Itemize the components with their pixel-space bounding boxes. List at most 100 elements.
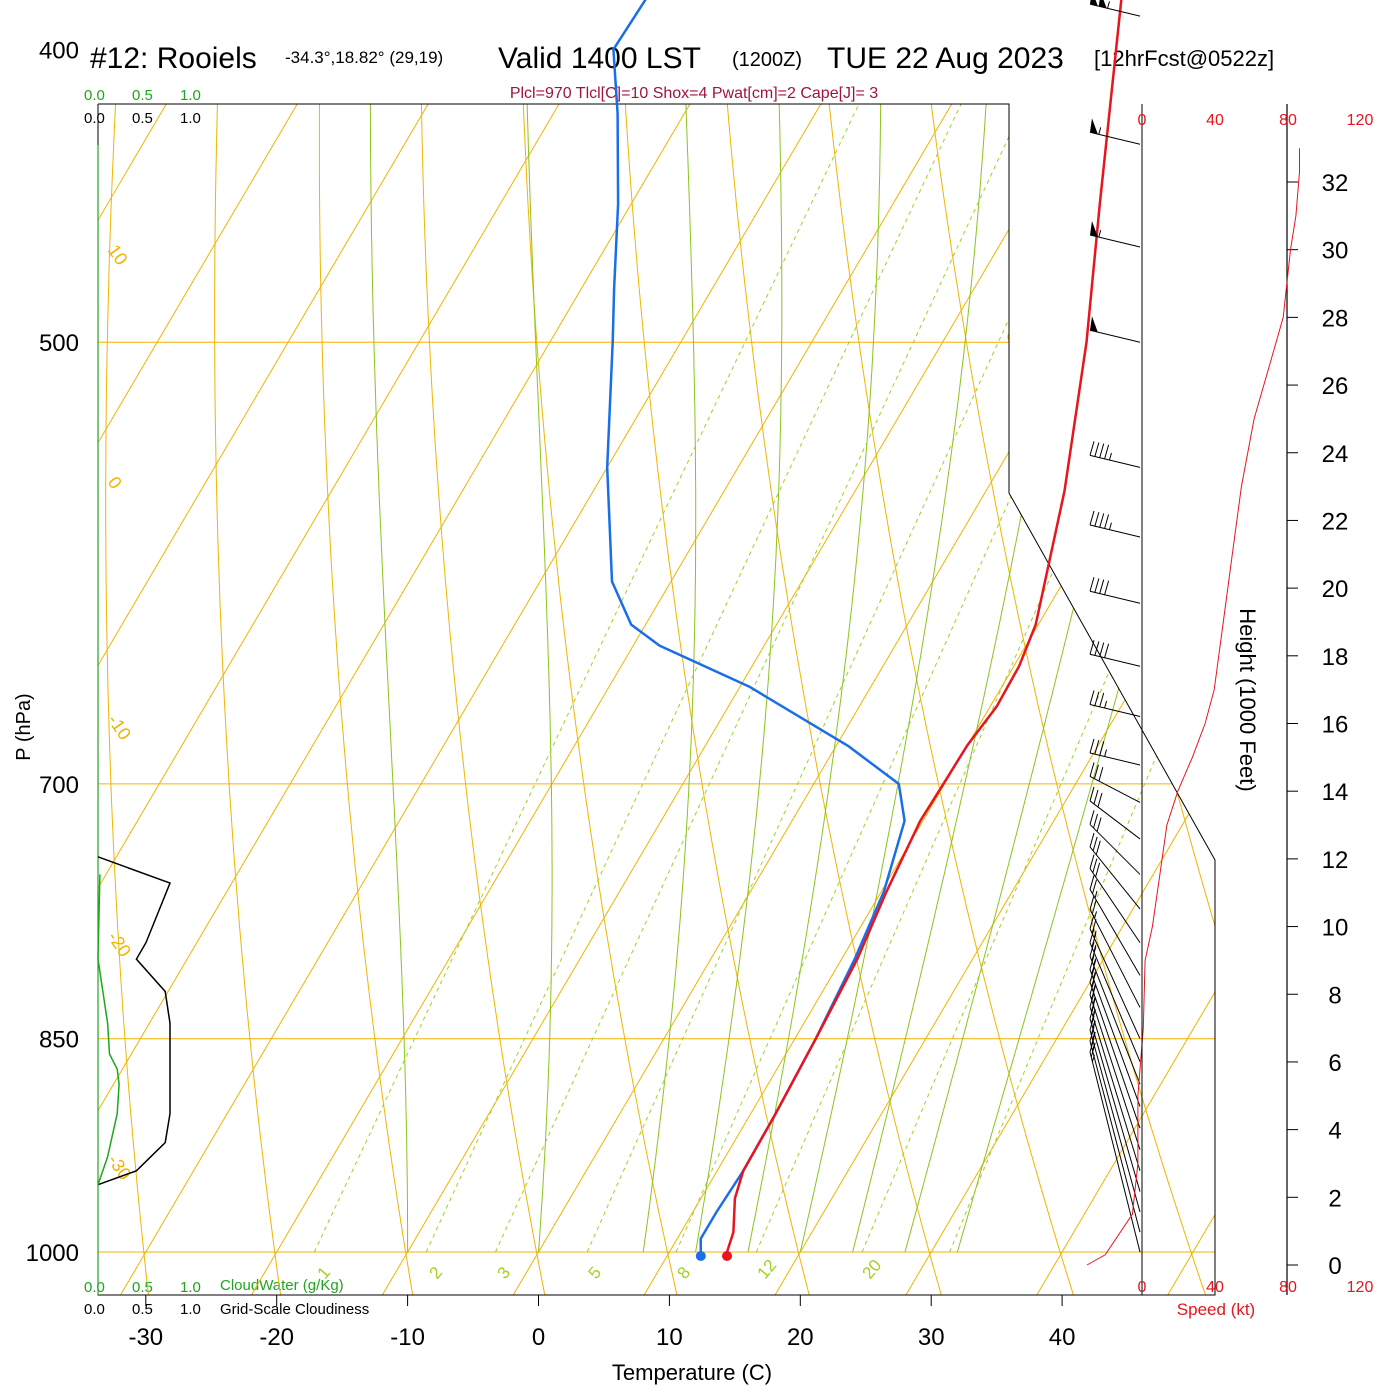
cloudwater-scale-bottom: 0.0 0.5 1.0 CloudWater (g/Kg) — [84, 1277, 344, 1296]
speed-tick-label-bottom: 120 — [1347, 1279, 1374, 1296]
wind-speed-panel: 0246810121416182022242628303200404080801… — [1086, 104, 1374, 1319]
moist-adiabat — [904, 104, 1215, 1253]
speed-tick-label-top: 120 — [1347, 112, 1374, 129]
wind-barb-shaft — [1089, 1018, 1141, 1192]
wind-barb-flag — [1092, 858, 1098, 873]
dry-adiabat — [876, 104, 1215, 1295]
wind-barb-halfflag — [1094, 911, 1098, 919]
wind-barb-pennant — [1090, 220, 1098, 237]
dry-adiabat — [214, 104, 286, 1295]
moist-adiabat — [747, 104, 882, 1253]
isotherm-line — [248, 104, 961, 1295]
wind-barb-shaft — [1089, 868, 1141, 943]
wind-barb-flag — [1091, 899, 1097, 915]
mixing-ratio-line — [425, 104, 988, 1253]
wind-barb-flag — [1104, 580, 1110, 595]
cloudiness-top-tick-2: 1.0 — [180, 110, 201, 127]
speed-tick-label-top: 40 — [1206, 112, 1224, 129]
wind-barb-flag — [1094, 512, 1100, 527]
temperature-tick-label: 30 — [918, 1324, 945, 1351]
wind-barb-pennant — [1090, 118, 1098, 135]
cloudwater-line — [97, 874, 120, 1185]
mixing-ratio-label: 20 — [859, 1256, 886, 1283]
wind-barb-halfflag — [1098, 229, 1102, 238]
pressure-tick-label: 850 — [39, 1027, 79, 1054]
wind-barb — [1089, 640, 1141, 667]
height-tick-label: 28 — [1322, 305, 1349, 332]
wind-speed-line — [1086, 148, 1300, 1266]
height-tick-label: 6 — [1328, 1050, 1341, 1077]
wind-barb-flag — [1089, 738, 1095, 754]
wind-barb-flag — [1094, 740, 1100, 755]
wind-barb-shaft — [1089, 590, 1141, 604]
wind-barb — [1089, 0, 1141, 17]
profiles — [605, 0, 1123, 1261]
wind-barb-halfflag — [1093, 958, 1097, 966]
wind-barb-shaft — [1089, 454, 1141, 468]
wind-barb-flag — [1091, 919, 1097, 934]
cloudwater-axis-label: CloudWater (g/Kg) — [220, 1277, 344, 1294]
wind-barb-flag — [1089, 577, 1095, 592]
wind-barb-shaft — [1089, 909, 1141, 1008]
mixing-ratio-line — [495, 104, 1051, 1253]
wind-barb-flag — [1097, 792, 1103, 808]
mixing-ratio-line — [586, 104, 1133, 1253]
wind-barb-shaft — [1089, 982, 1141, 1129]
title-date: TUE 22 Aug 2023 — [827, 42, 1064, 75]
cloudiness-top-tick-0: 0.0 — [84, 110, 105, 127]
wind-barb-flag — [1094, 641, 1100, 656]
wind-barb-flag — [1093, 813, 1099, 829]
height-tick-label: 18 — [1322, 644, 1349, 671]
dry-adiabat — [0, 0, 93, 1329]
wind-barb — [1089, 118, 1141, 145]
wind-barb-flag — [1095, 862, 1101, 878]
y-axis-title: P (hPa) — [13, 693, 35, 760]
wind-barb — [1089, 810, 1141, 875]
speed-tick-label-bottom: 80 — [1279, 1279, 1297, 1296]
wind-barb-shaft — [1089, 524, 1141, 538]
height-tick-label: 2 — [1328, 1185, 1341, 1212]
wind-barb-flag — [1089, 810, 1095, 825]
title-station: #12: Rooiels — [90, 42, 257, 75]
height-tick-label: 20 — [1322, 576, 1349, 603]
wind-barb-flag — [1099, 692, 1105, 708]
wind-barb — [1089, 577, 1141, 604]
wind-barb-halfflag — [1104, 700, 1108, 709]
wind-barb-flag — [1094, 578, 1100, 593]
height-tick-label: 8 — [1328, 982, 1341, 1009]
cloudiness-scale-top: 0.0 0.5 1.0 — [84, 110, 201, 127]
wind-barbs — [1089, 0, 1141, 1253]
temperature-tick-label: 10 — [656, 1324, 683, 1351]
isotherm-line — [98, 104, 568, 1295]
cloudiness-top-tick-1: 0.5 — [132, 110, 153, 127]
wind-barb — [1089, 738, 1141, 766]
moist-adiabat — [852, 104, 1132, 1253]
dry-adiabat-label: 0 — [1002, 325, 1030, 354]
wind-barb-shaft — [1089, 846, 1141, 910]
wind-barb-shaft — [1089, 704, 1141, 718]
cloudwater-bottom-tick-0: 0.0 — [84, 1279, 105, 1296]
dry-adiabat — [701, 104, 952, 1295]
dry-adiabat — [419, 104, 553, 1295]
wind-barb-halfflag — [1092, 997, 1096, 1005]
dry-adiabat-label: 30 — [1167, 757, 1205, 795]
wind-barb-shaft — [1089, 889, 1141, 976]
wind-barb-shaft — [1089, 956, 1141, 1085]
wind-barb-shaft — [1089, 928, 1141, 1039]
wind-barb-flag — [1093, 789, 1099, 805]
wind-barb-flag — [1096, 817, 1102, 832]
wind-barb-shaft — [1089, 752, 1141, 766]
wind-barb-halfflag — [1094, 890, 1098, 899]
wind-barb-shaft — [1089, 824, 1141, 875]
speed-tick-label-top: 80 — [1279, 112, 1297, 129]
dewpoint-line — [605, 0, 906, 1253]
wind-barb-shaft — [1089, 1029, 1141, 1213]
mixing-ratio-line — [949, 104, 1215, 1253]
wind-barb-flag — [1099, 642, 1105, 657]
wind-barb — [1089, 510, 1141, 538]
plot-frame — [97, 103, 1216, 1296]
wind-barb-flag — [1099, 443, 1105, 458]
isotherm-line — [1296, 90, 1400, 1300]
dry-adiabat — [1137, 104, 1215, 1295]
wind-barb-halfflag — [1108, 452, 1112, 461]
